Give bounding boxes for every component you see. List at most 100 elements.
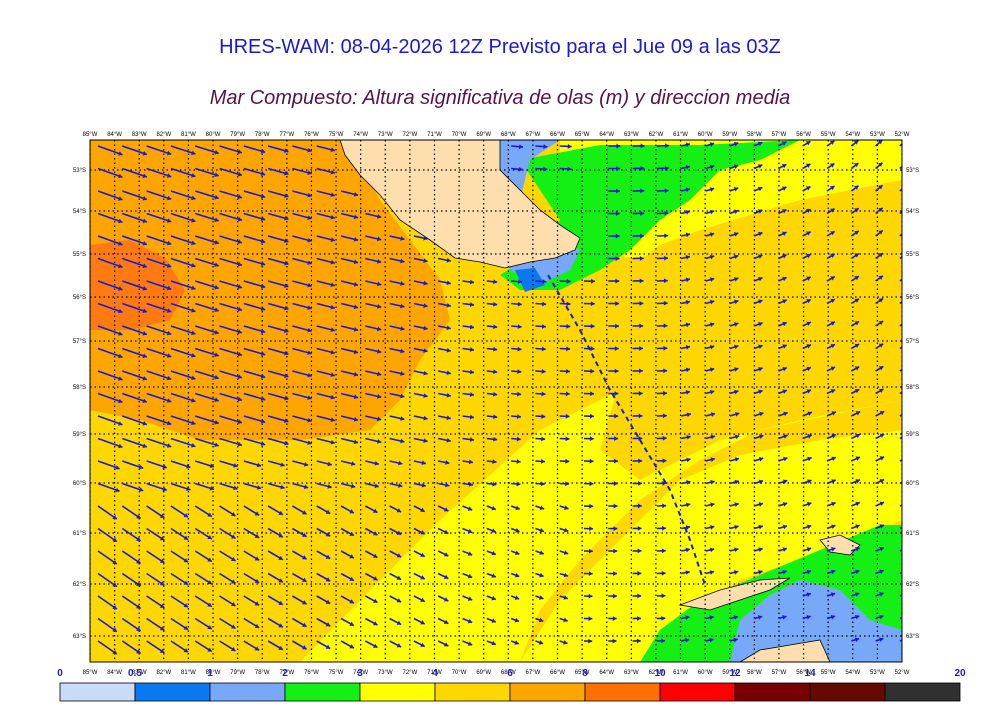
arrow-head <box>758 299 763 304</box>
colorbar-label: 0 <box>57 668 63 679</box>
arrow-head <box>493 324 498 330</box>
direction-arrow <box>122 145 148 156</box>
arrow-head <box>166 218 172 223</box>
arrow-head <box>396 620 402 625</box>
arrow-head <box>541 324 546 329</box>
arrow-head <box>758 389 763 395</box>
lat-labels-right: 53°S 54°S 55°S 56°S 57°S 58°S 59°S 60°S 61°S 62°S… <box>906 168 919 640</box>
lon-label: 79°W <box>230 132 245 138</box>
arrow-head <box>376 416 382 422</box>
arrow-head <box>685 187 690 193</box>
arrow-head <box>183 625 189 630</box>
arrow-head <box>396 508 402 513</box>
arrow-head <box>302 577 307 582</box>
arrow-head <box>538 640 544 645</box>
colorbar-label: 4 <box>432 668 438 679</box>
arrow-head <box>709 209 715 215</box>
arrow-head <box>853 140 859 145</box>
arrow-head <box>491 573 496 578</box>
lon-label: 63°W <box>624 132 639 138</box>
arrow-head <box>446 392 451 398</box>
arrow-head <box>142 173 147 179</box>
arrow-head <box>541 346 546 352</box>
arrow-head <box>590 301 595 307</box>
lon-label: 74°W <box>353 132 368 138</box>
arrow-head <box>829 163 835 168</box>
arrow-head <box>783 434 788 439</box>
arrow-head <box>782 479 788 485</box>
arrow-head <box>159 558 165 563</box>
arrow-head <box>709 547 715 553</box>
colorbar-segment <box>734 682 811 702</box>
lon-labels-bottom: 85°W 84°W 83°W 82°W 81°W 80°W 79°W 78°W 77°W 76°W… <box>83 670 910 676</box>
direction-arrow <box>219 325 243 334</box>
arrow-head <box>854 230 859 236</box>
arrow-head <box>493 346 498 352</box>
direction-arrow <box>122 370 148 381</box>
direction-arrow <box>194 190 219 200</box>
arrow-head <box>284 260 289 266</box>
arrow-head <box>616 166 621 171</box>
arrow-head <box>734 479 739 485</box>
direction-arrow <box>899 413 902 417</box>
arrow-head <box>423 348 428 353</box>
arrow-head <box>589 436 594 442</box>
arrow-head <box>284 305 289 311</box>
arrow-head <box>757 164 763 169</box>
direction-arrow <box>219 190 243 199</box>
arrow-head <box>710 412 716 417</box>
arrow-head <box>566 323 571 329</box>
lat-label: 63°S <box>906 634 919 640</box>
arrow-head <box>612 638 617 644</box>
arrow-head <box>423 235 428 241</box>
direction-arrow <box>899 594 902 597</box>
arrow-head <box>166 375 172 381</box>
lon-label: 71°W <box>427 132 442 138</box>
arrow-head <box>686 412 691 418</box>
direction-arrow <box>97 640 118 655</box>
arrow-head <box>330 327 335 333</box>
lat-label: 63°S <box>73 634 86 640</box>
arrow-head <box>902 185 906 189</box>
lon-label: 68°W <box>501 132 516 138</box>
direction-arrow <box>170 280 196 290</box>
arrow-head <box>904 524 908 528</box>
arrow-head <box>284 148 289 153</box>
arrow-head <box>373 598 378 603</box>
direction-arrow <box>170 145 196 155</box>
arrow-head <box>516 481 521 487</box>
arrow-head <box>400 236 405 241</box>
arrow-head <box>567 166 572 172</box>
wave-direction-arrows <box>97 140 908 655</box>
arrow-head <box>330 304 335 310</box>
colorbar-segment <box>134 682 211 702</box>
arrow-head <box>330 237 335 243</box>
lon-label: 70°W <box>452 670 467 676</box>
arrow-head <box>278 623 283 628</box>
lon-label: 56°W <box>796 132 811 138</box>
arrow-head <box>588 638 593 644</box>
direction-arrow <box>146 302 172 313</box>
lon-label: 53°W <box>870 132 885 138</box>
arrow-head <box>330 349 335 355</box>
arrow-head <box>879 501 884 506</box>
arrow-head <box>616 188 620 194</box>
land-antarctic-peninsula <box>739 639 831 662</box>
arrow-head <box>661 570 666 576</box>
arrow-head <box>214 262 219 268</box>
arrow-head <box>710 524 715 530</box>
arrow-head <box>661 593 666 599</box>
arrow-head <box>758 367 763 372</box>
arrow-head <box>230 579 236 584</box>
lon-label: 78°W <box>255 670 270 676</box>
arrow-head <box>878 230 883 235</box>
arrow-head <box>469 414 475 420</box>
arrow-head <box>396 643 402 648</box>
arrow-head <box>303 461 309 467</box>
arrow-head <box>307 170 312 176</box>
arrow-head <box>781 186 787 191</box>
arrow-head <box>563 572 568 578</box>
arrow-head <box>685 345 690 350</box>
arrow-head <box>709 367 715 373</box>
arrow-head <box>781 141 787 146</box>
